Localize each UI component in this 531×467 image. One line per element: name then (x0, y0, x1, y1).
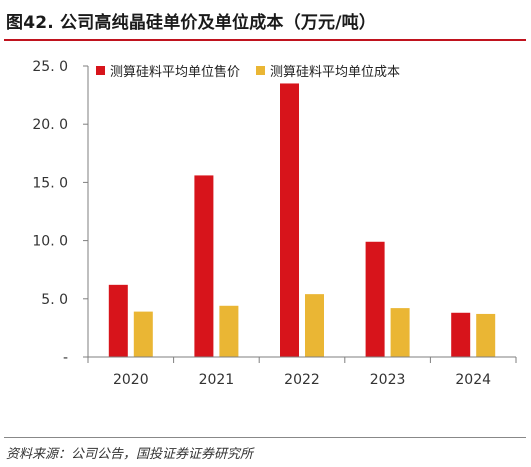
y-tick-label: 10. 0 (32, 234, 68, 250)
bar-price (365, 241, 385, 357)
legend-swatch-cost (256, 66, 266, 75)
y-tick-label: 15. 0 (32, 175, 68, 191)
legend-swatch-price (96, 66, 105, 75)
bar-cost (305, 294, 324, 357)
figure-title: 图42. 公司高纯晶硅单价及单位成本（万元/吨） (6, 13, 377, 33)
legend-item-cost: 测算硅料平均单位成本 (256, 61, 400, 80)
source-note: 资料来源：公司公告，国投证券证券研究所 (6, 447, 254, 462)
x-tick-label: 2021 (199, 372, 235, 388)
bar-price (108, 284, 128, 357)
source-rule (4, 437, 526, 438)
y-axis: - 5. 0 10. 0 15. 0 20. 0 25. 0 (32, 59, 89, 366)
x-tick-label: 2024 (455, 372, 491, 388)
bar-cost (133, 311, 153, 357)
bars (108, 83, 496, 358)
bar-price (451, 312, 471, 357)
bar-cost (219, 305, 239, 357)
x-tick-label: 2022 (284, 372, 320, 388)
y-tick-label: - (63, 350, 68, 366)
legend-label-cost: 测算硅料平均单位成本 (270, 65, 401, 80)
legend-label-price: 测算硅料平均单位售价 (110, 65, 241, 80)
bar-price (194, 175, 214, 357)
bar-cost (390, 308, 410, 357)
bar-price (280, 83, 299, 358)
x-tick-label: 2023 (370, 372, 406, 388)
bar-cost (476, 313, 496, 357)
y-tick-label: 20. 0 (32, 117, 68, 133)
x-axis: 2020 2021 2022 2023 2024 (87, 356, 517, 388)
legend-item-price: 测算硅料平均单位售价 (96, 61, 240, 80)
title-rule (4, 39, 526, 41)
y-tick-label: 5. 0 (41, 292, 68, 308)
x-tick-label: 2020 (113, 372, 149, 388)
y-tick-label: 25. 0 (32, 59, 68, 75)
chart-legend: 测算硅料平均单位售价 测算硅料平均单位成本 (96, 61, 400, 80)
